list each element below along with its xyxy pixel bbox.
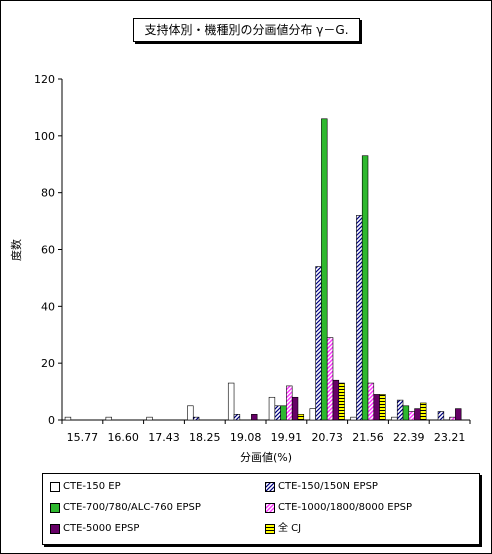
chart-svg: 0 20 40 60 80 100 120 15.77 16.60 17.43 18.25 19.0… — [9, 73, 471, 464]
bar — [291, 396, 299, 421]
legend-swatch — [265, 524, 275, 534]
bar — [321, 118, 328, 421]
x-tick-label: 16.60 — [107, 431, 139, 444]
bar — [420, 402, 427, 421]
bar — [367, 382, 375, 421]
x-ticks: 15.77 16.60 17.43 18.25 19.08 19.91 20.73 21.56… — [61, 420, 471, 444]
y-tick-label: 100 — [34, 130, 55, 143]
legend-item-cte150n: CTE-150/150N EPSP — [265, 481, 378, 494]
bar — [361, 155, 369, 421]
legend-label: CTE-1000/1800/8000 EPSP — [278, 502, 413, 513]
x-tick-label: 23.21 — [434, 431, 466, 444]
legend-item-all-cj: 全 CJ — [265, 523, 301, 536]
bar — [449, 416, 456, 421]
bar — [192, 416, 200, 421]
x-tick-label: 20.73 — [311, 431, 343, 444]
bar — [332, 379, 340, 421]
bar — [408, 411, 415, 421]
bar — [396, 399, 404, 421]
legend-item-cte150ep: CTE-150 EP — [50, 481, 121, 494]
legend-swatch — [265, 482, 275, 492]
bar — [315, 266, 322, 421]
legend-label: CTE-150/150N EPSP — [278, 481, 378, 492]
chart-title: 支持体別・機種別の分画値分布 γ－G. — [133, 18, 360, 42]
bar — [297, 414, 305, 421]
x-tick-label: 21.56 — [352, 431, 384, 444]
y-tick-label: 20 — [41, 357, 55, 370]
axes-group — [61, 79, 470, 421]
bar — [280, 405, 287, 421]
legend-swatch — [50, 503, 60, 513]
bar — [373, 394, 380, 421]
x-tick-label: 19.91 — [271, 431, 303, 444]
x-tick-label: 19.08 — [230, 431, 262, 444]
legend-item-cte700: CTE-700/780/ALC-760 EPSP — [50, 502, 201, 515]
bar — [402, 405, 410, 421]
legend-label: CTE-150 EP — [63, 481, 121, 492]
bar — [391, 416, 398, 421]
bar — [338, 382, 345, 421]
legend-swatch — [50, 482, 60, 492]
legend-label: CTE-5000 EPSP — [63, 523, 140, 534]
bar — [146, 416, 153, 421]
bar — [356, 215, 363, 421]
y-tick-label: 80 — [41, 187, 55, 200]
bar — [187, 405, 194, 421]
y-tick-label: 120 — [34, 73, 55, 86]
bar — [414, 408, 421, 421]
bars-group — [64, 118, 462, 421]
bar — [233, 414, 241, 421]
legend-swatch — [265, 503, 275, 513]
x-tick-label: 15.77 — [67, 431, 99, 444]
legend-item-cte5000: CTE-5000 EPSP — [50, 523, 139, 536]
x-tick-label: 22.39 — [393, 431, 425, 444]
y-ticks: 0 20 40 60 80 100 120 — [34, 73, 62, 427]
bar — [286, 385, 293, 421]
legend-swatch — [50, 524, 60, 534]
x-tick-label: 17.43 — [148, 431, 180, 444]
bar — [105, 416, 112, 421]
bar — [309, 408, 316, 421]
x-tick-label: 18.25 — [189, 431, 221, 444]
bar — [350, 416, 357, 421]
legend: CTE-150 EP CTE-150/150N EPSP CTE-700/780… — [42, 473, 480, 545]
y-tick-label: 60 — [41, 244, 55, 257]
bar — [455, 408, 462, 421]
bar — [251, 414, 258, 421]
x-axis-label: 分画値(%) — [240, 451, 292, 464]
legend-label: CTE-700/780/ALC-760 EPSP — [63, 502, 201, 513]
bar — [326, 337, 334, 421]
legend-label: 全 CJ — [278, 523, 302, 534]
bar — [379, 394, 386, 421]
bar — [268, 396, 276, 421]
y-tick-label: 0 — [48, 414, 55, 427]
y-axis-label: 度数 — [9, 239, 23, 261]
bar — [227, 382, 235, 421]
bar — [64, 416, 72, 421]
bar — [274, 405, 281, 421]
y-tick-label: 40 — [41, 300, 55, 313]
bar — [437, 411, 445, 421]
legend-item-cte1000: CTE-1000/1800/8000 EPSP — [265, 502, 412, 515]
